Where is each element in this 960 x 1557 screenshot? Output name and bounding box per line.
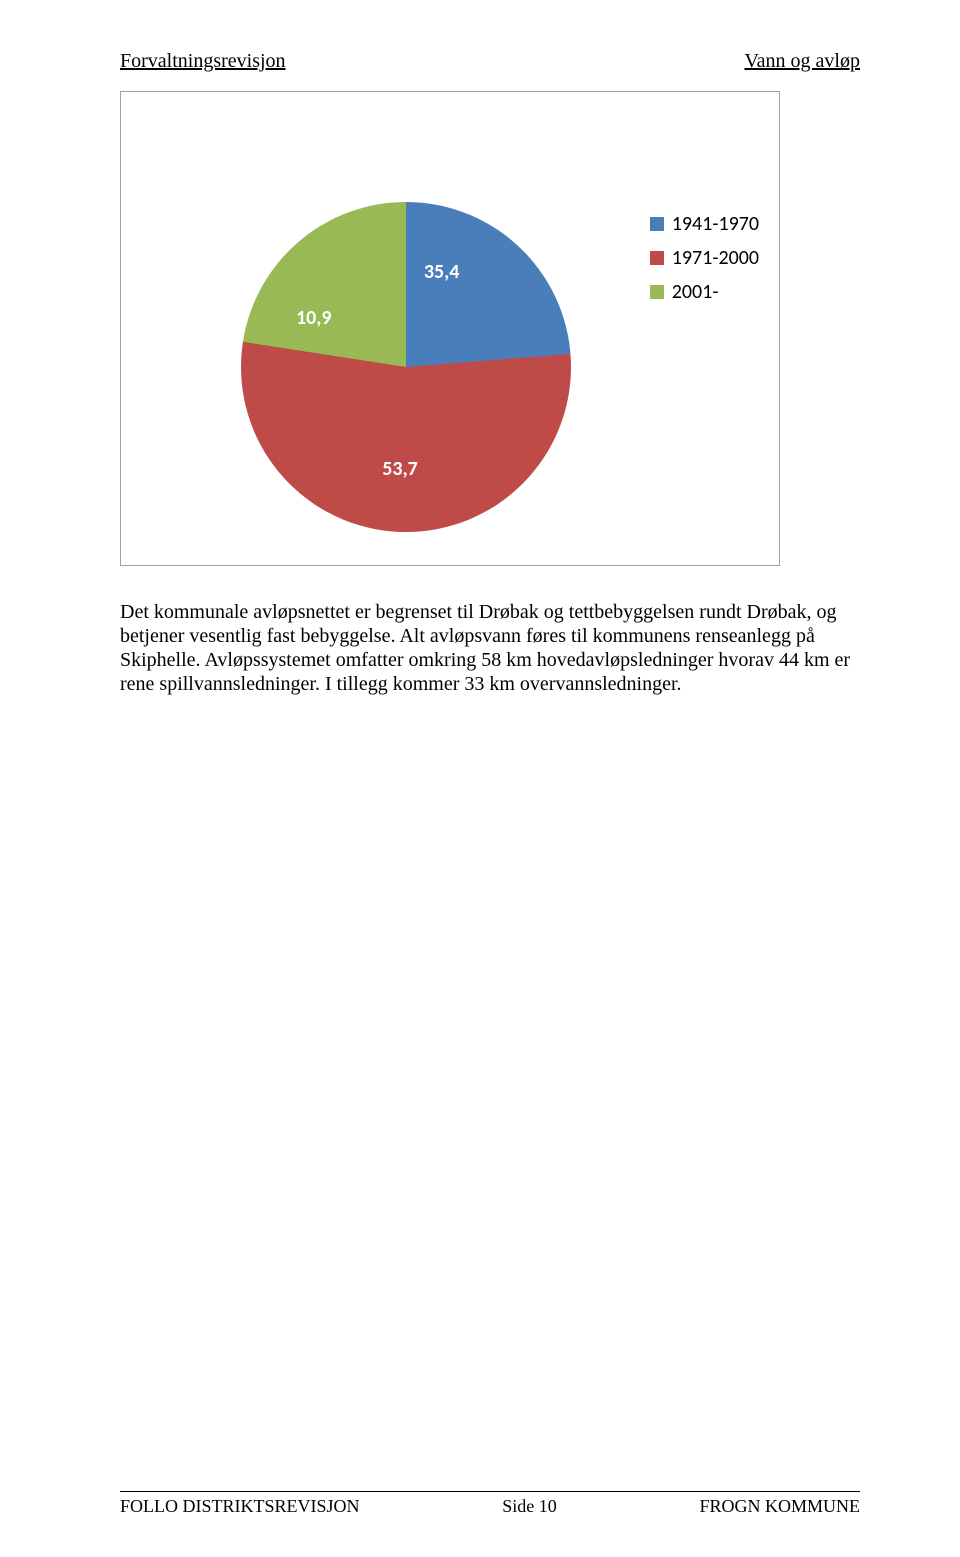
header-right: Vann og avløp [744, 50, 860, 73]
legend-swatch-1 [650, 251, 664, 265]
pie-chart: 35,4 53,7 10,9 [241, 202, 571, 532]
legend-item-2: 2001- [650, 280, 759, 304]
pie-label-0: 35,4 [424, 260, 460, 284]
pie-label-1: 53,7 [382, 457, 418, 481]
pie-slices [241, 202, 571, 532]
chart-legend: 1941-1970 1971-2000 2001- [650, 212, 759, 314]
legend-item-0: 1941-1970 [650, 212, 759, 236]
pie-label-2: 10,9 [296, 306, 332, 330]
body-paragraph: Det kommunale avløpsnettet er begrenset … [120, 600, 860, 696]
legend-label-1: 1971-2000 [672, 246, 759, 270]
pie-chart-box: 35,4 53,7 10,9 1941-1970 1971-2000 2001- [120, 91, 780, 566]
header-left: Forvaltningsrevisjon [120, 50, 286, 73]
legend-item-1: 1971-2000 [650, 246, 759, 270]
legend-swatch-0 [650, 217, 664, 231]
page-footer: FOLLO DISTRIKTSREVISJON Side 10 FROGN KO… [120, 1491, 860, 1517]
legend-swatch-2 [650, 285, 664, 299]
footer-left: FOLLO DISTRIKTSREVISJON [120, 1496, 360, 1517]
legend-label-2: 2001- [672, 280, 719, 304]
page-header: Forvaltningsrevisjon Vann og avløp [120, 50, 860, 73]
footer-right: FROGN KOMMUNE [699, 1496, 860, 1517]
footer-center: Side 10 [502, 1496, 557, 1517]
legend-label-0: 1941-1970 [672, 212, 759, 236]
